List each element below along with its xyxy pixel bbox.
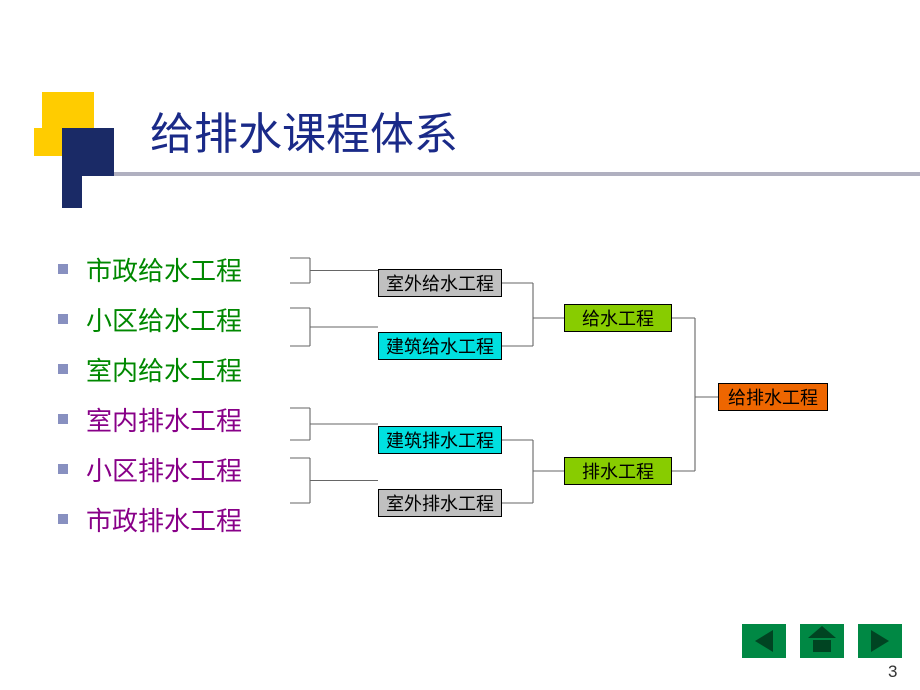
home-icon (808, 630, 836, 652)
diagram-box-a1: 室外给水工程 (378, 269, 502, 297)
diagram-box-a2: 建筑给水工程 (378, 332, 502, 360)
list-item: 小区排水工程 (58, 444, 242, 494)
bullet-icon (58, 264, 68, 274)
list-item: 市政排水工程 (58, 494, 242, 544)
bullet-text: 室内给水工程 (86, 351, 242, 388)
bullet-text: 市政给水工程 (86, 251, 242, 288)
bullet-icon (58, 364, 68, 374)
diagram-box-c1: 给排水工程 (718, 383, 828, 411)
list-item: 室内给水工程 (58, 344, 242, 394)
page-number: 3 (888, 662, 897, 682)
next-button[interactable] (858, 624, 902, 658)
bullet-text: 室内排水工程 (86, 401, 242, 438)
slide: 给排水课程体系 市政给水工程小区给水工程室内给水工程室内排水工程小区排水工程市政… (0, 0, 920, 690)
bullet-text: 市政排水工程 (86, 501, 242, 538)
bullet-icon (58, 514, 68, 524)
decoration-block (62, 128, 114, 176)
decoration-block (42, 92, 94, 128)
diagram-box-b1: 给水工程 (564, 304, 672, 332)
bullet-icon (58, 314, 68, 324)
list-item: 市政给水工程 (58, 244, 242, 294)
title-underline (114, 172, 920, 176)
decoration-block (62, 176, 82, 208)
diagram-box-b2: 排水工程 (564, 457, 672, 485)
diagram-box-a4: 室外排水工程 (378, 489, 502, 517)
bullet-icon (58, 414, 68, 424)
home-button[interactable] (800, 624, 844, 658)
prev-button[interactable] (742, 624, 786, 658)
decoration-block (34, 128, 62, 156)
triangle-right-icon (871, 630, 889, 652)
bullet-text: 小区给水工程 (86, 301, 242, 338)
diagram-box-a3: 建筑排水工程 (378, 426, 502, 454)
bullet-icon (58, 464, 68, 474)
list-item: 室内排水工程 (58, 394, 242, 444)
page-title: 给排水课程体系 (150, 98, 458, 162)
list-item: 小区给水工程 (58, 294, 242, 344)
triangle-left-icon (755, 630, 773, 652)
bullet-text: 小区排水工程 (86, 451, 242, 488)
bullet-list: 市政给水工程小区给水工程室内给水工程室内排水工程小区排水工程市政排水工程 (58, 244, 242, 544)
